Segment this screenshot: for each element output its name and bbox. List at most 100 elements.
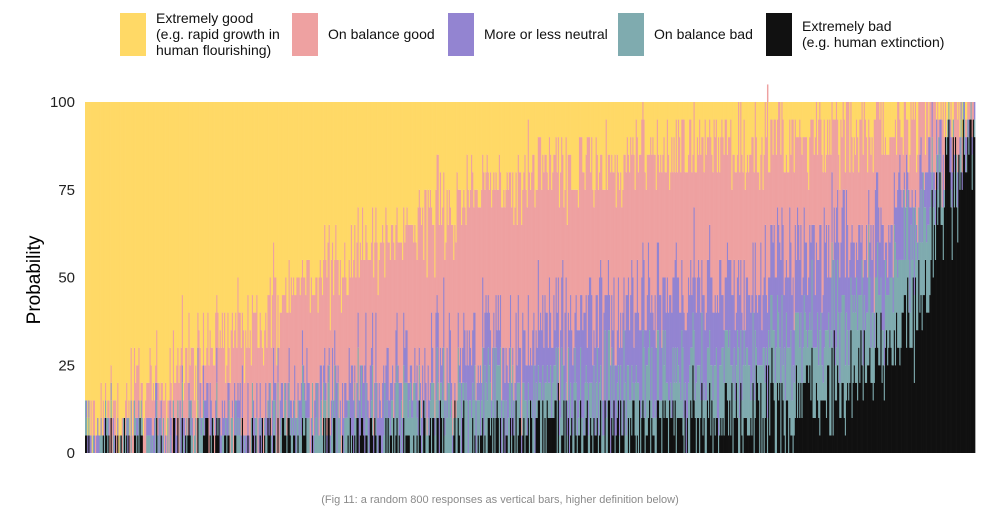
bar-segment-on-balance-good bbox=[257, 347, 259, 453]
bar-segment-on-balance-good bbox=[785, 154, 788, 260]
bar-segment-on-balance-bad bbox=[785, 312, 788, 401]
bar-segment-extremely-good bbox=[228, 102, 230, 348]
bar-segment-extremely-bad bbox=[703, 417, 706, 453]
bar-segment-neutral bbox=[507, 382, 510, 418]
bar-segment-neutral bbox=[879, 242, 881, 296]
bar-segment-on-balance-good bbox=[214, 365, 216, 453]
bar-segment-on-balance-bad bbox=[574, 347, 576, 401]
bar-segment-neutral bbox=[968, 119, 970, 138]
bar-segment-on-balance-good bbox=[831, 102, 833, 173]
bar-segment-extremely-bad bbox=[567, 417, 570, 453]
bar-segment-on-balance-bad bbox=[493, 347, 495, 418]
bar-segment-on-balance-good bbox=[834, 119, 837, 243]
bar-segment-on-balance-bad bbox=[441, 382, 443, 418]
bar-segment-on-balance-good bbox=[321, 295, 324, 436]
bar-segment-on-balance-bad bbox=[528, 400, 531, 453]
bar-segment-on-balance-bad bbox=[878, 295, 880, 366]
bar-segment-extremely-bad bbox=[677, 417, 680, 453]
bar-segment-on-balance-bad bbox=[870, 347, 872, 383]
bar-segment-on-balance-good bbox=[661, 172, 663, 348]
bar-segment-on-balance-bad bbox=[810, 330, 812, 401]
bar-segment-extremely-bad bbox=[212, 435, 215, 453]
bar-segment-on-balance-bad bbox=[823, 347, 826, 401]
bar-segment-on-balance-good bbox=[671, 137, 673, 313]
bar-segment-on-balance-good bbox=[557, 137, 560, 278]
bar-segment-on-balance-bad bbox=[99, 435, 101, 453]
bar-segment-extremely-bad bbox=[671, 417, 673, 453]
bar-segment-neutral bbox=[324, 347, 326, 401]
bar-segment-on-balance-bad bbox=[890, 277, 892, 348]
bar-segment-extremely-good bbox=[711, 102, 713, 155]
bar-segment-extremely-good bbox=[496, 102, 499, 190]
bar-segment-neutral bbox=[584, 312, 586, 383]
bar-segment-extremely-good bbox=[790, 102, 792, 155]
bar-segment-on-balance-good bbox=[908, 172, 910, 190]
bar-segment-extremely-good bbox=[798, 102, 800, 138]
bar-segment-extremely-good bbox=[362, 102, 364, 208]
bar-segment-extremely-good bbox=[177, 102, 179, 348]
bar-segment-extremely-good bbox=[416, 102, 418, 260]
bar-segment-on-balance-bad bbox=[347, 400, 350, 436]
bar-segment-on-balance-good bbox=[301, 259, 304, 331]
bar-segment-extremely-good bbox=[170, 102, 173, 383]
bar-segment-neutral bbox=[530, 347, 532, 401]
bar-segment-neutral bbox=[240, 435, 243, 453]
bar-segment-extremely-good bbox=[88, 102, 90, 401]
bar-segment-extremely-good bbox=[874, 102, 877, 120]
bar-segment-neutral bbox=[234, 382, 236, 436]
bar-segment-on-balance-bad bbox=[659, 400, 661, 418]
bar-segment-on-balance-bad bbox=[337, 382, 339, 453]
bar-segment-on-balance-good bbox=[506, 172, 509, 366]
bar-segment-on-balance-good bbox=[784, 172, 787, 278]
bar-segment-on-balance-good bbox=[512, 172, 514, 348]
bar-segment-on-balance-good bbox=[735, 172, 738, 313]
bar-segment-extremely-bad bbox=[204, 435, 206, 453]
bar-segment-extremely-good bbox=[155, 102, 157, 366]
bar-segment-on-balance-bad bbox=[186, 417, 188, 453]
bar-segment-extremely-bad bbox=[477, 435, 480, 453]
bar-segment-on-balance-bad bbox=[683, 417, 685, 453]
bar-segment-on-balance-good bbox=[412, 224, 414, 401]
bar-segment-neutral bbox=[565, 277, 568, 383]
bar-segment-extremely-good bbox=[296, 102, 298, 278]
bar-segment-on-balance-bad bbox=[745, 347, 748, 418]
bar-segment-neutral bbox=[801, 295, 803, 383]
bar-segment-on-balance-good bbox=[699, 119, 701, 278]
bar-segment-neutral bbox=[392, 365, 394, 401]
bar-segment-on-balance-good bbox=[315, 277, 317, 383]
bar-segment-extremely-good bbox=[749, 102, 751, 155]
bar-segment-extremely-good bbox=[722, 102, 724, 138]
bar-segment-extremely-good bbox=[316, 102, 318, 278]
bar-segment-extremely-bad bbox=[506, 435, 509, 453]
bar-segment-extremely-bad bbox=[961, 189, 964, 453]
bar-segment-extremely-bad bbox=[921, 330, 924, 453]
bar-segment-extremely-bad bbox=[760, 382, 762, 453]
bar-segment-on-balance-good bbox=[580, 137, 582, 296]
bar-segment-extremely-good bbox=[86, 102, 88, 401]
bar-segment-neutral bbox=[802, 277, 805, 348]
bar-segment-neutral bbox=[112, 417, 115, 436]
bar-segment-neutral bbox=[891, 224, 894, 278]
bar-segment-extremely-bad bbox=[86, 435, 88, 453]
bar-segment-extremely-bad bbox=[679, 417, 681, 453]
bar-segment-on-balance-bad bbox=[861, 259, 863, 366]
bar-segment-on-balance-good bbox=[234, 330, 236, 383]
bar-segment-extremely-bad bbox=[552, 417, 554, 453]
bar-segment-extremely-good bbox=[237, 102, 239, 278]
bar-segment-extremely-bad bbox=[700, 417, 702, 453]
bar-segment-extremely-good bbox=[776, 102, 779, 120]
bar-segment-extremely-good bbox=[830, 102, 832, 155]
bar-segment-on-balance-good bbox=[403, 207, 405, 313]
bar-segment-on-balance-bad bbox=[882, 330, 885, 366]
bar-segment-extremely-bad bbox=[728, 435, 730, 453]
bar-segment-on-balance-good bbox=[748, 172, 750, 296]
bar-segment-neutral bbox=[406, 330, 408, 383]
bar-segment-on-balance-good bbox=[827, 119, 829, 278]
bar-segment-on-balance-bad bbox=[190, 400, 193, 453]
bar-segment-extremely-good bbox=[774, 102, 777, 120]
bar-segment-neutral bbox=[759, 295, 761, 366]
bar-segment-on-balance-good bbox=[665, 172, 668, 313]
bar-segment-on-balance-good bbox=[855, 119, 858, 243]
bar-segment-extremely-good bbox=[560, 102, 562, 173]
bar-segment-extremely-good bbox=[442, 102, 444, 208]
